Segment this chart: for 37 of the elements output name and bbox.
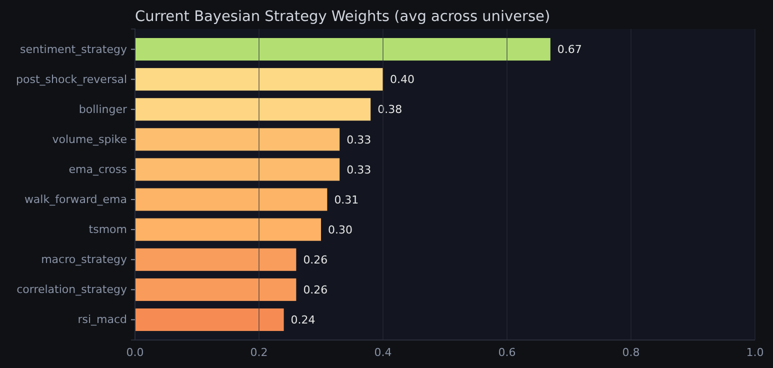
bar — [135, 38, 550, 61]
y-tick-label: ema_cross — [68, 162, 128, 176]
x-tick-label: 0.6 — [498, 346, 516, 359]
bar — [135, 68, 383, 91]
x-tick-label: 0.4 — [374, 346, 392, 359]
y-tick-label: rsi_macd — [78, 313, 127, 326]
bar — [135, 128, 340, 151]
x-tick-label: 0.8 — [622, 346, 640, 359]
y-tick-label: sentiment_strategy — [20, 42, 128, 56]
y-tick-label: volume_spike — [52, 132, 128, 146]
data-label: 0.33 — [346, 133, 372, 146]
data-label: 0.33 — [346, 163, 372, 176]
bar — [135, 218, 321, 241]
y-tick-label: bollinger — [78, 102, 128, 116]
chart-title: Current Bayesian Strategy Weights (avg across universe) — [135, 9, 550, 25]
x-tick-label: 1.0 — [746, 346, 764, 359]
data-label: 0.30 — [328, 223, 352, 236]
x-tick-label: 0.2 — [250, 346, 268, 359]
y-tick-label: post_shock_reversal — [16, 72, 127, 86]
x-tick-label: 0.0 — [126, 346, 144, 359]
data-label: 0.24 — [290, 314, 316, 327]
bar — [135, 188, 328, 211]
bar — [135, 98, 371, 121]
data-label: 0.26 — [303, 253, 328, 266]
y-tick-label: tsmom — [88, 223, 127, 236]
data-label: 0.31 — [334, 193, 359, 206]
bar — [135, 278, 296, 301]
y-tick-label: correlation_strategy — [16, 283, 128, 296]
y-tick-label: macro_strategy — [41, 253, 128, 266]
y-tick-label: walk_forward_ema — [24, 193, 127, 206]
bar — [135, 158, 340, 181]
bar — [135, 308, 284, 331]
data-label: 0.26 — [303, 284, 328, 297]
data-label: 0.40 — [390, 73, 414, 86]
data-label: 0.38 — [378, 103, 402, 116]
data-label: 0.67 — [557, 43, 582, 56]
bar — [135, 248, 296, 271]
